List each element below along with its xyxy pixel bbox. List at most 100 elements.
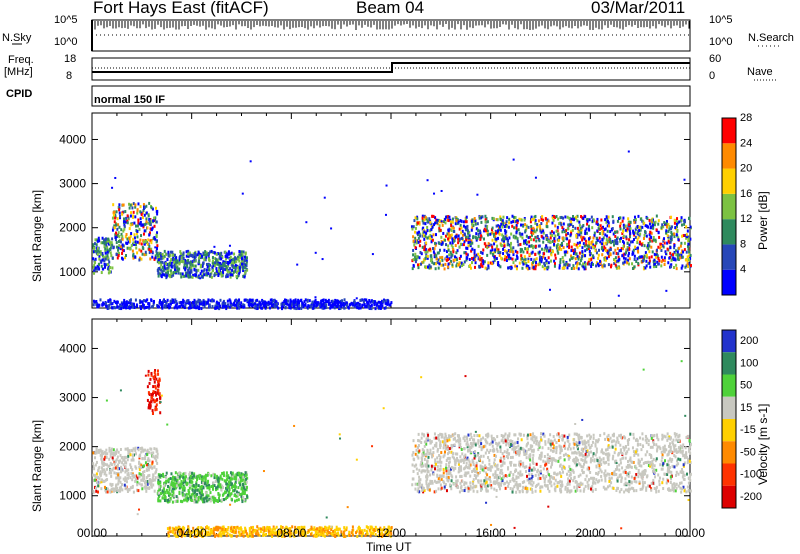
echo-cell [448, 235, 451, 239]
echo-cell [134, 224, 137, 228]
echo-cell [218, 256, 221, 260]
echo-cell [154, 369, 157, 373]
echo-cell [187, 301, 190, 305]
echo-cell [217, 476, 220, 480]
echo-cell [450, 252, 453, 256]
echo-cell [673, 218, 676, 222]
echo-cell [499, 215, 502, 219]
echo-cell [625, 251, 628, 255]
echo-cell [450, 255, 453, 259]
echo-cell [138, 468, 141, 472]
echo-cell [529, 235, 532, 239]
echo-cell [166, 257, 169, 261]
echo-cell [459, 265, 462, 269]
echo-cell [233, 477, 236, 481]
echo-cell [147, 406, 150, 410]
echo-cell [385, 184, 388, 187]
echo-cell [244, 252, 247, 256]
echo-cell [685, 250, 688, 254]
echo-cell [684, 234, 687, 238]
echo-cell [430, 254, 433, 258]
echo-cell [232, 266, 235, 270]
echo-cell [137, 489, 140, 493]
echo-cell [203, 273, 206, 277]
echo-cell [143, 470, 146, 474]
echo-cell [237, 274, 240, 278]
echo-cell [365, 298, 368, 302]
echo-cell [200, 254, 203, 258]
echo-cell [146, 242, 149, 246]
echo-cell [606, 229, 609, 233]
echo-cell [444, 218, 447, 222]
echo-cell [553, 237, 556, 241]
nsky-tick-low: 10^0 [54, 36, 78, 48]
echo-cell [156, 244, 159, 248]
echo-cell [197, 260, 200, 264]
echo-cell [189, 268, 192, 272]
echo-cell [173, 478, 176, 482]
echo-cell [543, 252, 546, 256]
echo-cell [503, 258, 506, 262]
echo-cell [244, 270, 247, 274]
echo-cell [154, 373, 157, 377]
echo-cell [598, 232, 601, 236]
echo-cell [461, 264, 464, 268]
echo-cell [490, 228, 493, 232]
echo-cell [140, 463, 143, 467]
echo-cell [639, 225, 642, 229]
echo-cell [491, 226, 494, 230]
echo-cell [119, 453, 122, 457]
echo-cell [139, 453, 142, 457]
echo-cell [212, 481, 215, 485]
echo-cell [121, 251, 124, 255]
echo-cell [201, 489, 204, 493]
echo-cell [484, 244, 487, 248]
echo-cell [208, 487, 211, 491]
echo-cell [145, 239, 148, 243]
echo-cell [453, 237, 456, 241]
echo-cell [211, 269, 214, 273]
echo-cell [239, 303, 242, 307]
echo-cell [189, 263, 192, 267]
echo-cell [150, 483, 153, 487]
echo-cell [477, 235, 480, 239]
echo-cell [161, 272, 164, 276]
echo-cell [656, 255, 659, 259]
echo-cell [572, 264, 575, 268]
echo-cell [157, 383, 160, 387]
echo-cell [465, 220, 468, 224]
echo-cell [631, 240, 634, 244]
echo-cell [98, 254, 101, 258]
echo-cell [618, 249, 621, 253]
echo-cell [491, 245, 494, 249]
echo-cell [685, 235, 688, 239]
echo-cell [364, 305, 367, 309]
echo-cell [507, 257, 510, 261]
echo-cell [134, 477, 137, 481]
echo-cell [531, 263, 534, 267]
echo-cell [156, 455, 159, 459]
echo-cell [161, 265, 164, 269]
echo-cell [190, 475, 193, 479]
echo-cell [627, 221, 630, 225]
echo-cell [142, 478, 145, 482]
echo-cell [519, 234, 522, 238]
echo-cell [638, 225, 641, 229]
echo-cell [196, 492, 199, 496]
echo-cell [670, 215, 673, 219]
echo-cell [236, 303, 239, 307]
echo-cell [233, 499, 236, 503]
echo-cell [570, 249, 573, 253]
echo-cell [601, 264, 604, 268]
echo-cell [435, 254, 438, 258]
echo-cell [148, 304, 151, 308]
echo-cell [639, 217, 642, 221]
echo-cell [553, 262, 556, 266]
echo-cell [152, 398, 155, 402]
echo-cell [154, 237, 157, 241]
echo-cell [525, 247, 528, 251]
echo-cell [195, 482, 198, 486]
echo-cell [204, 491, 207, 495]
echo-cell [464, 228, 467, 232]
echo-cell [205, 494, 208, 498]
